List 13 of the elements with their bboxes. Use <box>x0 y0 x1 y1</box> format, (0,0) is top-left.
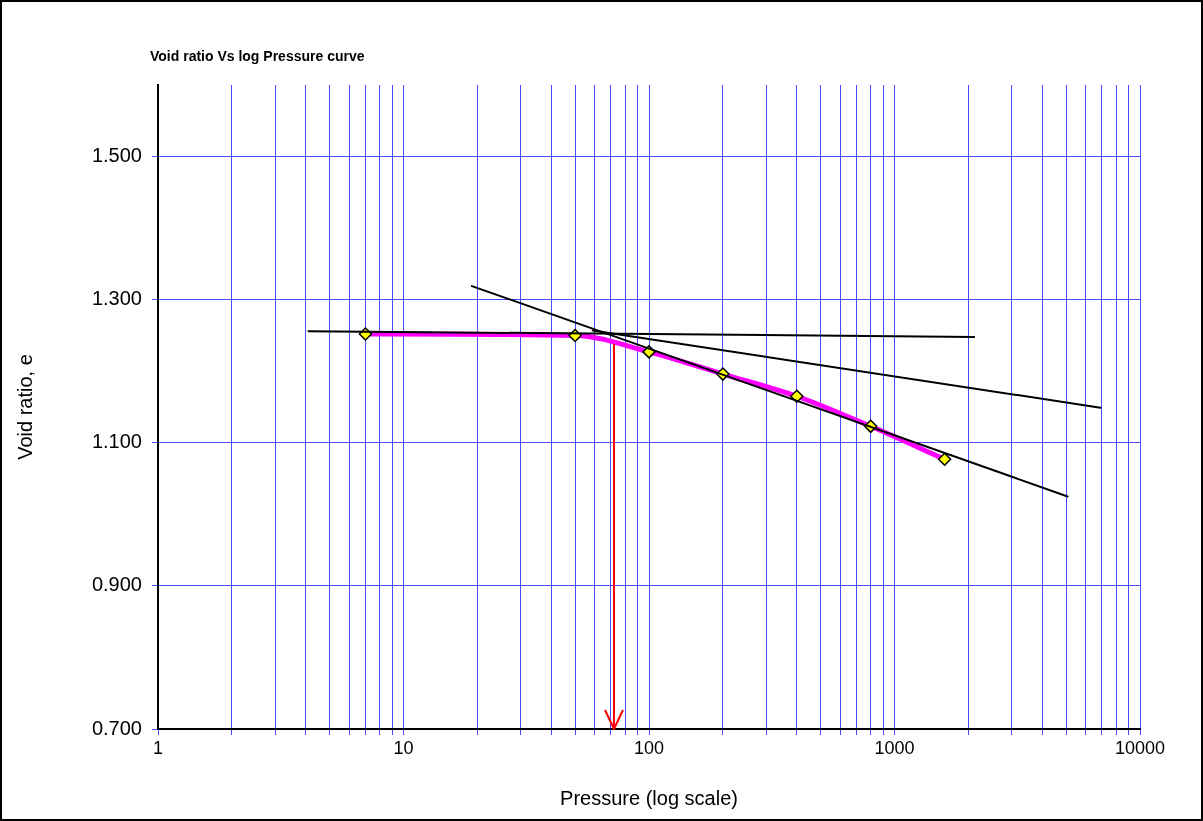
x-tick-label: 1 <box>152 737 164 758</box>
y-tick-label: 1.300 <box>91 287 142 310</box>
y-tick-label: 1.100 <box>91 430 142 453</box>
y-tick-label: 1.500 <box>91 144 142 167</box>
x-tick-label: 100 <box>633 737 665 758</box>
y-tick-label: 0.900 <box>91 573 142 596</box>
y-tick-label: 0.700 <box>91 716 142 739</box>
x-tick-label: 10 <box>393 737 414 758</box>
y-axis-title: Void ratio, e <box>13 354 36 460</box>
x-axis-title: Pressure (log scale) <box>560 786 738 809</box>
x-tick-label: 1000 <box>874 737 915 758</box>
chart-title: Void ratio Vs log Pressure curve <box>150 47 365 64</box>
x-tick-label: 10000 <box>1114 737 1166 758</box>
